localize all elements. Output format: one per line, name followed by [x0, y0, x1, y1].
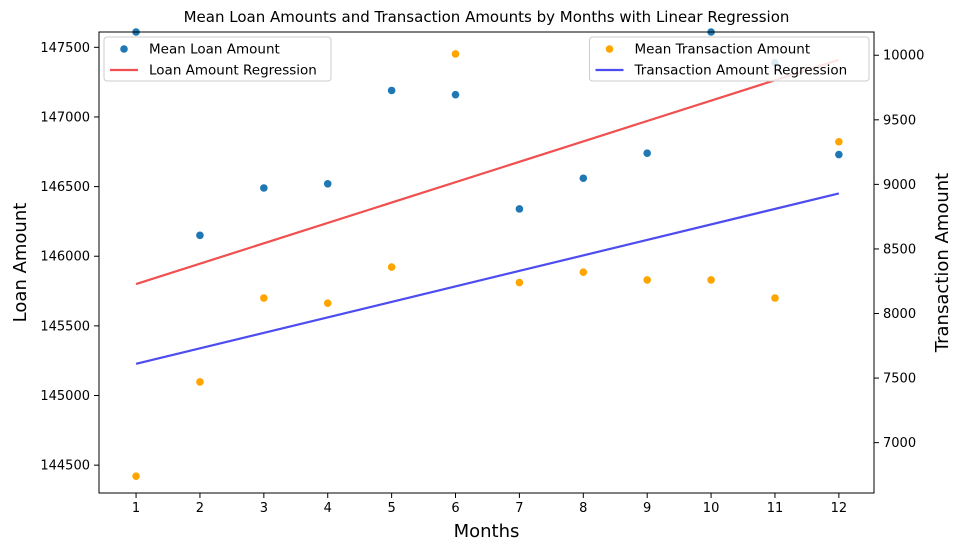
- loan-point: [196, 231, 204, 240]
- x-tick-label: 4: [324, 501, 332, 516]
- x-tick-label: 2: [196, 501, 204, 516]
- x-tick-label: 7: [515, 501, 523, 516]
- y-tick-label: 145500: [40, 319, 90, 334]
- y2-tick-label: 8000: [883, 307, 916, 322]
- transaction-point: [835, 137, 843, 146]
- x-tick-label: 1: [132, 501, 140, 516]
- x-tick-label: 12: [831, 501, 848, 516]
- y2-tick-label: 10000: [883, 49, 924, 64]
- y2-tick-label: 7000: [883, 436, 916, 451]
- x-tick-label: 10: [703, 501, 720, 516]
- transaction-point: [196, 378, 204, 386]
- loan-point: [579, 174, 588, 183]
- loan-point: [323, 180, 332, 188]
- legend-marker: [605, 45, 614, 53]
- x-tick-label: 6: [451, 501, 459, 516]
- legend-label: Transaction Amount Regression: [634, 63, 848, 79]
- transaction-point: [579, 268, 588, 276]
- loan-point: [643, 149, 651, 157]
- transaction-point: [451, 50, 460, 58]
- transaction-point: [643, 276, 651, 284]
- transaction-point: [707, 276, 715, 284]
- transaction-point: [515, 278, 524, 287]
- loan-point: [387, 86, 396, 95]
- transaction-point: [323, 299, 332, 307]
- x-tick-label: 9: [643, 501, 651, 516]
- legend-label: Mean Loan Amount: [149, 42, 280, 58]
- y2-tick-label: 9500: [883, 113, 916, 128]
- y2-axis-title: Transaction Amount: [932, 173, 953, 353]
- legend-marker: [120, 45, 128, 53]
- y-tick-label: 147000: [40, 110, 90, 125]
- y-tick-label: 147500: [40, 41, 90, 56]
- y-tick-label: 144500: [40, 459, 90, 474]
- loan-point: [260, 184, 268, 192]
- x-tick-label: 3: [260, 501, 268, 516]
- legend-label: Loan Amount Regression: [149, 63, 317, 79]
- x-axis-title: Months: [454, 521, 520, 542]
- loan-point: [515, 205, 524, 213]
- transaction-point: [387, 263, 396, 271]
- y-axis-title: Loan Amount: [10, 203, 31, 323]
- transaction-point: [260, 294, 268, 302]
- transaction-point: [771, 294, 779, 302]
- x-tick-label: 11: [767, 501, 784, 516]
- legend-box: [103, 36, 332, 82]
- regression-line-3: [135, 192, 840, 365]
- loan-point: [835, 150, 843, 159]
- y2-tick-label: 8500: [883, 242, 916, 257]
- chart-title: Mean Loan Amounts and Transaction Amount…: [184, 8, 790, 26]
- loan-point: [451, 90, 460, 99]
- x-tick-label: 8: [579, 501, 587, 516]
- x-tick-label: 5: [387, 501, 395, 516]
- legend-label: Mean Transaction Amount: [635, 42, 811, 58]
- y-tick-label: 146000: [40, 250, 90, 265]
- y-tick-label: 146500: [40, 180, 90, 195]
- y2-tick-label: 7500: [883, 372, 916, 387]
- y-tick-label: 145000: [40, 389, 90, 404]
- transaction-point: [132, 472, 140, 481]
- regression-line-1: [135, 58, 840, 286]
- y2-tick-label: 9000: [883, 178, 916, 193]
- legend-box: [589, 36, 870, 82]
- plot-frame: [98, 31, 875, 494]
